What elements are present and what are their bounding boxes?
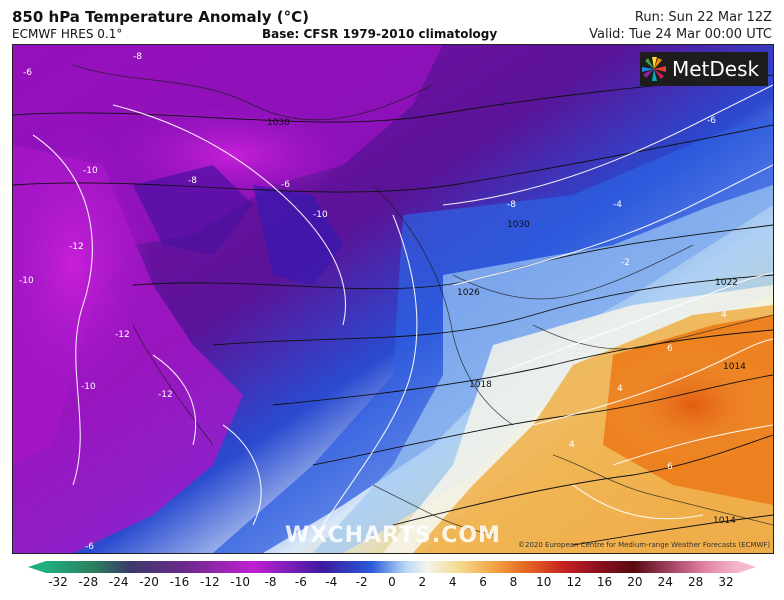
anomaly-map: -6 -8 -10 -8 -6 -10 -12 -10 -12 -10 -12 … (12, 44, 774, 554)
colorbar-tick-label: 10 (536, 575, 552, 589)
colorbar-tick-label: 16 (596, 575, 613, 589)
colorbar-tick-label: -12 (200, 575, 220, 589)
colorbar-tick-label: 2 (418, 575, 427, 589)
iso-label: -6 (85, 542, 94, 552)
colorbar: -32 -28 -24 -20 -16 -12 -10 -8 -6 -4 -2 0 2 4 6 8 10 12 16… (0, 555, 784, 600)
iso-label: -6 (707, 116, 716, 126)
pressure-label: 1022 (715, 278, 738, 288)
colorbar-tick-label: -2 (355, 575, 368, 589)
iso-label: -10 (83, 166, 98, 176)
model-label: ECMWF HRES 0.1° (12, 27, 123, 41)
colorbar-tick-label: 4 (448, 575, 457, 589)
pressure-label: 1030 (507, 220, 530, 230)
base-label: Base: CFSR 1979-2010 climatology (262, 27, 498, 41)
iso-label: -8 (188, 176, 197, 186)
colorbar-tick-label: -28 (78, 575, 99, 589)
iso-label: -10 (19, 276, 34, 286)
colorbar-tick-label: -24 (108, 575, 129, 589)
chart-header: 850 hPa Temperature Anomaly (°C) ECMWF H… (0, 0, 784, 44)
metdesk-logo-icon (642, 57, 666, 81)
colorbar-tick-label: 12 (566, 575, 582, 589)
iso-label: -12 (69, 242, 84, 252)
pressure-label: 1014 (713, 516, 736, 526)
colorbar-tick-label: 6 (479, 575, 487, 589)
colorbar-tick-label: 24 (657, 575, 673, 589)
map-canvas: -6 -8 -10 -8 -6 -10 -12 -10 -12 -10 -12 … (13, 45, 773, 553)
iso-label: 4 (569, 440, 575, 450)
colorbar-tick-label: -10 (230, 575, 250, 589)
iso-label: -8 (133, 52, 142, 62)
colorbar-tick-label: -20 (139, 575, 159, 589)
colorbar-tick-label: 32 (718, 575, 734, 589)
copyright-text: ©2020 European Centre for Medium-range W… (518, 541, 771, 549)
colorbar-tick-label: -6 (294, 575, 307, 589)
iso-label: 4 (721, 310, 727, 320)
colorbar-tick-label: 8 (509, 575, 518, 589)
iso-label: 6 (667, 462, 673, 472)
colorbar-tick-label: 20 (627, 575, 643, 589)
iso-label: 4 (617, 384, 623, 394)
chart-title: 850 hPa Temperature Anomaly (°C) (12, 8, 309, 26)
pressure-label: 1018 (469, 380, 492, 390)
colorbar-tick-label: 0 (388, 575, 396, 589)
colorbar-ramp (28, 561, 756, 573)
metdesk-logo-text: MetDesk (672, 57, 760, 81)
iso-label: -4 (613, 200, 622, 210)
colorbar-tick-label: -8 (264, 575, 277, 589)
valid-label: Valid: Tue 24 Mar 00:00 UTC (589, 27, 772, 42)
iso-label: -12 (158, 390, 173, 400)
iso-label: -6 (281, 180, 290, 190)
colorbar-tick-label: 28 (687, 575, 704, 589)
colorbar-tick-label: -16 (169, 575, 190, 589)
pressure-label: 1014 (723, 362, 746, 372)
iso-label: -12 (115, 330, 130, 340)
iso-label: -2 (621, 258, 630, 268)
metdesk-logo: MetDesk (640, 52, 768, 86)
iso-label: -10 (313, 210, 328, 220)
colorbar-tick-label: -32 (48, 575, 68, 589)
iso-label: -8 (507, 200, 516, 210)
pressure-label: 1026 (457, 288, 480, 298)
iso-label: -10 (81, 382, 96, 392)
iso-label: 6 (667, 344, 673, 354)
watermark: WXCHARTS.COM (285, 523, 501, 548)
run-label: Run: Sun 22 Mar 12Z (634, 10, 772, 25)
colorbar-tick-label: -4 (325, 575, 338, 589)
iso-label: -6 (23, 68, 32, 78)
pressure-label: 1030 (267, 118, 290, 128)
